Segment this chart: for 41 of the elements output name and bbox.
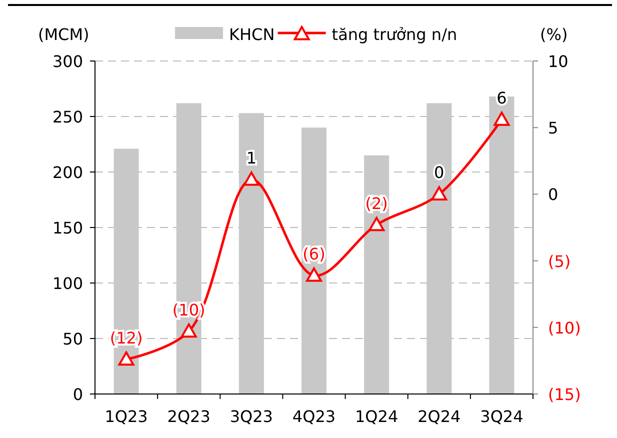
point (118, 351, 134, 366)
point (431, 186, 448, 200)
data-label: 6 (496, 88, 507, 108)
y-tick-label: 200 (52, 163, 83, 182)
y-tick-label: 0 (72, 385, 83, 404)
data-label: (12) (110, 328, 143, 348)
point (243, 172, 260, 186)
x-tick-label: 2Q23 (167, 407, 210, 426)
x-tick-label: 2Q24 (418, 407, 461, 426)
point (368, 216, 385, 232)
y2-tick-label: (5) (548, 252, 571, 271)
y-tick-label: 250 (52, 108, 83, 126)
legend-label: tăng trưởng n/n (332, 25, 458, 44)
point (494, 112, 510, 126)
bar (426, 103, 452, 394)
y2-axis-title: (%) (540, 25, 568, 44)
x-tick-label: 1Q24 (355, 407, 398, 426)
y2-tick-label: 10 (548, 52, 568, 71)
x-tick-label: 4Q23 (292, 407, 336, 426)
x-tick-label: 3Q24 (480, 407, 524, 426)
bar (238, 113, 264, 394)
point (306, 267, 322, 282)
data-label: (2) (365, 194, 388, 213)
y2-tick-label: 5 (548, 118, 558, 138)
data-label: 1 (246, 148, 257, 168)
y-tick-label: 300 (52, 52, 83, 71)
bar (364, 155, 390, 394)
bar (301, 128, 327, 394)
x-tick-label: 3Q23 (230, 407, 273, 426)
data-label: (6) (302, 244, 326, 264)
legend-label: KHCN (229, 25, 275, 44)
y2-tick-label: (10) (548, 318, 581, 338)
x-tick-label: 1Q23 (104, 407, 148, 426)
y-axis-title: (MCM) (38, 25, 90, 44)
data-label: 0 (434, 163, 444, 182)
point (180, 323, 197, 338)
y-tick-label: 150 (52, 218, 83, 238)
y2-tick-label: (15) (548, 385, 581, 404)
y2-tick-label: 0 (548, 185, 558, 204)
y-tick-label: 50 (62, 330, 83, 348)
y-tick-label: 100 (52, 274, 83, 293)
